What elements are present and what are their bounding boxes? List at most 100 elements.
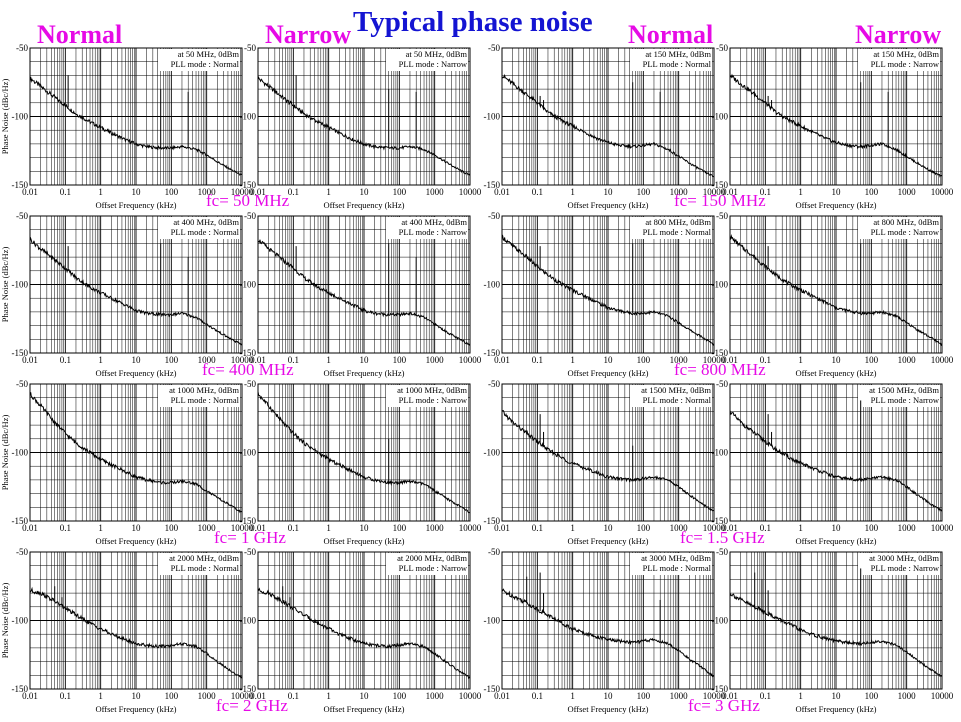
x-tick-label: 0.01 bbox=[22, 187, 38, 197]
y-tick-label: -50 bbox=[16, 547, 28, 557]
y-tick-label: -150 bbox=[12, 180, 29, 190]
y-tick-label: -50 bbox=[488, 379, 500, 389]
x-tick-label: 10 bbox=[832, 523, 842, 533]
y-tick-label: -100 bbox=[12, 280, 29, 290]
x-tick-label: 1 bbox=[570, 187, 575, 197]
x-axis-label: Offset Frequency (kHz) bbox=[795, 368, 876, 378]
y-tick-label: -150 bbox=[240, 684, 257, 694]
x-tick-label: 1 bbox=[798, 355, 803, 365]
y-tick-label: -100 bbox=[484, 112, 501, 122]
annotation-text: PLL mode : Narrow bbox=[871, 395, 940, 405]
x-tick-label: 10 bbox=[360, 355, 370, 365]
annotation-text: PLL mode : Narrow bbox=[399, 59, 468, 69]
x-tick-label: 1000 bbox=[898, 187, 917, 197]
x-tick-label: 10 bbox=[360, 187, 370, 197]
x-tick-label: 10 bbox=[604, 523, 614, 533]
y-tick-label: -150 bbox=[484, 348, 501, 358]
x-tick-label: 1 bbox=[326, 691, 331, 701]
y-tick-label: -50 bbox=[244, 43, 256, 53]
x-tick-label: 1000 bbox=[670, 355, 689, 365]
x-axis-label: Offset Frequency (kHz) bbox=[795, 200, 876, 210]
x-tick-label: 10000 bbox=[459, 691, 482, 701]
x-tick-label: 0.1 bbox=[760, 187, 771, 197]
x-tick-label: 1 bbox=[570, 691, 575, 701]
x-tick-label: 10 bbox=[604, 355, 614, 365]
x-tick-label: 0.1 bbox=[760, 355, 771, 365]
x-tick-label: 10 bbox=[132, 187, 142, 197]
x-tick-label: 0.01 bbox=[250, 187, 266, 197]
y-tick-label: -100 bbox=[484, 616, 501, 626]
plot-frame bbox=[501, 47, 715, 186]
x-tick-label: 10 bbox=[604, 691, 614, 701]
plot-frame bbox=[501, 551, 715, 690]
y-tick-label: -150 bbox=[712, 516, 729, 526]
x-tick-label: 100 bbox=[637, 355, 651, 365]
annotation-text: at 150 MHz, 0dBm bbox=[873, 49, 939, 59]
y-axis-label: Phase Noise (dBc/Hz) bbox=[0, 79, 10, 155]
x-tick-label: 0.1 bbox=[60, 187, 71, 197]
fc-label-150mhz: fc= 150 MHz bbox=[674, 191, 766, 210]
x-tick-label: 0.1 bbox=[532, 523, 543, 533]
x-tick-label: 1 bbox=[798, 187, 803, 197]
x-tick-label: 10 bbox=[832, 691, 842, 701]
annotation-text: PLL mode : Narrow bbox=[871, 563, 940, 573]
x-tick-label: 0.1 bbox=[60, 523, 71, 533]
x-tick-label: 0.01 bbox=[250, 523, 266, 533]
x-axis-label: Offset Frequency (kHz) bbox=[323, 200, 404, 210]
x-tick-label: 1 bbox=[570, 355, 575, 365]
x-tick-label: 1000 bbox=[670, 691, 689, 701]
x-tick-label: 0.1 bbox=[532, 187, 543, 197]
mode-header-narrow-2: Narrow bbox=[855, 20, 942, 49]
x-tick-label: 10000 bbox=[931, 187, 954, 197]
y-tick-label: -150 bbox=[712, 180, 729, 190]
x-tick-label: 10000 bbox=[931, 355, 954, 365]
x-tick-label: 100 bbox=[165, 691, 179, 701]
x-tick-label: 1 bbox=[98, 691, 103, 701]
y-tick-label: -150 bbox=[240, 180, 257, 190]
x-tick-label: 10 bbox=[360, 691, 370, 701]
x-axis-label: Offset Frequency (kHz) bbox=[567, 704, 648, 714]
annotation-text: PLL mode : Normal bbox=[643, 563, 712, 573]
x-tick-label: 10000 bbox=[459, 187, 482, 197]
fc-label-1ghz: fc= 1 GHz bbox=[214, 528, 286, 547]
annotation-box bbox=[158, 49, 240, 71]
x-tick-label: 0.01 bbox=[22, 355, 38, 365]
y-tick-label: -150 bbox=[484, 684, 501, 694]
y-tick-label: -100 bbox=[12, 616, 29, 626]
y-tick-label: -150 bbox=[12, 684, 29, 694]
annotation-text: at 1000 MHz, 0dBm bbox=[397, 385, 467, 395]
x-tick-label: 0.1 bbox=[288, 523, 299, 533]
x-tick-label: 100 bbox=[165, 187, 179, 197]
x-tick-label: 0.01 bbox=[250, 355, 266, 365]
noise-trace bbox=[29, 586, 243, 679]
page-title: Typical phase noise bbox=[353, 6, 593, 38]
plot-frame bbox=[729, 215, 943, 354]
y-tick-label: -50 bbox=[716, 379, 728, 389]
x-tick-label: 10 bbox=[832, 187, 842, 197]
x-tick-label: 0.01 bbox=[494, 523, 510, 533]
fc-label-400mhz: fc= 400 MHz bbox=[202, 360, 294, 379]
annotation-box bbox=[158, 553, 240, 575]
x-tick-label: 10000 bbox=[231, 187, 254, 197]
y-axis-label: Phase Noise (dBc/Hz) bbox=[0, 583, 10, 659]
x-tick-label: 1000 bbox=[198, 691, 217, 701]
y-tick-label: -100 bbox=[712, 448, 729, 458]
annotation-text: PLL mode : Normal bbox=[643, 395, 712, 405]
y-tick-label: -100 bbox=[240, 616, 257, 626]
noise-trace bbox=[257, 391, 471, 514]
x-tick-label: 100 bbox=[165, 355, 179, 365]
x-tick-label: 0.01 bbox=[722, 691, 738, 701]
x-tick-label: 0.01 bbox=[22, 523, 38, 533]
x-tick-label: 1000 bbox=[426, 691, 445, 701]
x-tick-label: 1 bbox=[98, 187, 103, 197]
y-tick-label: -50 bbox=[16, 379, 28, 389]
noise-trace bbox=[29, 392, 243, 514]
